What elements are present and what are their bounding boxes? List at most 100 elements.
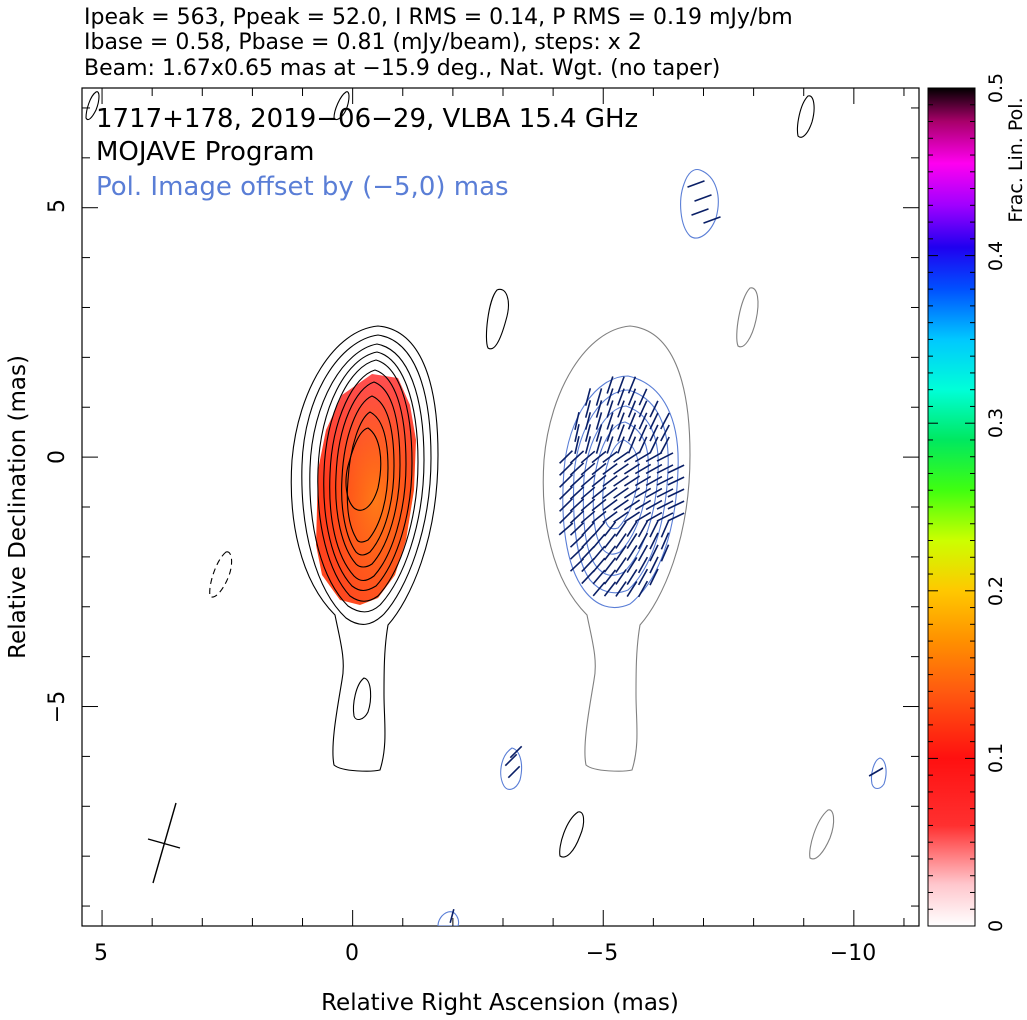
- evpa-tick: [645, 475, 663, 487]
- evpa-tick: [615, 569, 627, 585]
- evpa-tick: [613, 475, 629, 487]
- evpa-tick: [449, 908, 455, 924]
- evpa-tick: [623, 463, 641, 475]
- evpa-tick: [660, 436, 670, 454]
- colorbar-tick-0.4: 0.4: [985, 241, 1007, 271]
- evpa-ticks: [449, 180, 884, 924]
- evpa-tick: [617, 388, 625, 406]
- evpa-tick: [559, 486, 573, 500]
- evpa-tick: [649, 436, 659, 454]
- evpa-tick: [634, 499, 652, 511]
- evpa-tick: [660, 544, 670, 562]
- evpa-tick: [691, 208, 709, 216]
- evpa-tick: [569, 474, 585, 488]
- evpa-tick: [634, 463, 652, 475]
- xtick-label-5: 5: [94, 941, 108, 966]
- evpa-tick: [637, 556, 649, 574]
- evpa-tick: [580, 474, 596, 488]
- colorbar-gradient: [927, 87, 976, 927]
- evpa-tick: [559, 450, 573, 464]
- evpa-tick: [602, 498, 618, 512]
- evpa-tick: [649, 532, 659, 550]
- evpa-tick: [581, 569, 595, 585]
- evpa-tick: [623, 475, 641, 487]
- evpa-tick: [660, 424, 670, 442]
- evpa-tick: [656, 512, 674, 522]
- evpa-tick: [645, 511, 663, 523]
- evpa-tick: [627, 412, 637, 430]
- evpa-tick: [580, 510, 596, 524]
- evpa-tick: [591, 474, 607, 488]
- evpa-tick: [569, 546, 585, 560]
- evpa-tick: [581, 557, 595, 573]
- evpa-tick: [626, 580, 638, 598]
- evpa-tick: [626, 520, 638, 538]
- evpa-tick: [623, 487, 641, 499]
- header-line-3: Beam: 1.67x0.65 mas at −15.9 deg., Nat. …: [84, 56, 720, 81]
- evpa-tick: [569, 510, 585, 524]
- evpa-tick: [637, 568, 649, 586]
- evpa-tick: [613, 499, 629, 511]
- evpa-tick: [595, 424, 603, 442]
- evpa-tick: [638, 424, 648, 442]
- restoring-beam: [147, 802, 181, 884]
- evpa-tick: [626, 556, 638, 574]
- evpa-tick: [592, 557, 606, 573]
- evpa-tick: [623, 451, 641, 463]
- evpa-tick: [645, 487, 663, 499]
- evpa-tick: [606, 388, 614, 406]
- evpa-tick: [584, 412, 592, 430]
- evpa-tick: [634, 475, 652, 487]
- evpa-tick: [694, 194, 712, 202]
- evpa-tick: [645, 463, 663, 475]
- colorbar-label: Frac. Lin. Pol.: [1005, 97, 1027, 222]
- evpa-tick: [603, 545, 617, 561]
- colorbar-tick-0: 0: [985, 920, 1007, 932]
- evpa-tick: [667, 512, 685, 522]
- evpa-tick: [602, 474, 618, 488]
- evpa-tick: [623, 499, 641, 511]
- evpa-tick: [591, 462, 607, 476]
- evpa-tick: [617, 400, 625, 418]
- evpa-tick: [634, 487, 652, 499]
- evpa-tick: [617, 436, 625, 454]
- evpa-tick: [627, 388, 637, 406]
- evpa-tick: [602, 450, 618, 464]
- evpa-tick: [580, 486, 596, 500]
- evpa-tick: [649, 412, 659, 430]
- evpa-tick: [627, 376, 637, 394]
- evpa-tick: [559, 498, 573, 512]
- x-axis-label: Relative Right Ascension (mas): [321, 990, 679, 1016]
- ytick-label-0: 0: [45, 450, 70, 464]
- evpa-tick: [637, 520, 649, 538]
- evpa-tick: [558, 522, 574, 536]
- evpa-tick: [687, 180, 705, 188]
- colorbar-tick-0.5: 0.5: [985, 73, 1007, 103]
- evpa-tick: [703, 216, 721, 224]
- evpa-tick: [581, 521, 595, 537]
- evpa-tick: [626, 544, 638, 562]
- evpa-tick: [592, 545, 606, 561]
- xtick-label-0: 0: [345, 941, 359, 966]
- evpa-tick: [626, 532, 638, 550]
- evpa-tick: [613, 463, 629, 475]
- evpa-tick: [584, 388, 592, 406]
- evpa-tick: [569, 534, 585, 548]
- contour-level-1: [290, 325, 439, 772]
- evpa-tick: [649, 568, 659, 586]
- evpa-tick: [574, 424, 580, 442]
- evpa-tick: [627, 424, 637, 442]
- evpa-tick: [580, 498, 596, 512]
- evpa-tick: [603, 521, 617, 537]
- colorbar: 0 0.1 0.2 0.3 0.4 0.5 Frac. Lin. Pol.: [927, 73, 1027, 932]
- offset-total-intensity-contours: [542, 287, 835, 860]
- evpa-tick: [584, 424, 592, 442]
- evpa-tick: [569, 450, 585, 464]
- evpa-tick: [667, 476, 685, 486]
- evpa-tick: [602, 486, 618, 500]
- evpa-tick: [595, 412, 603, 430]
- evpa-tick: [591, 498, 607, 512]
- evpa-tick: [584, 400, 592, 418]
- evpa-tick: [656, 500, 674, 510]
- evpa-tick: [627, 400, 637, 418]
